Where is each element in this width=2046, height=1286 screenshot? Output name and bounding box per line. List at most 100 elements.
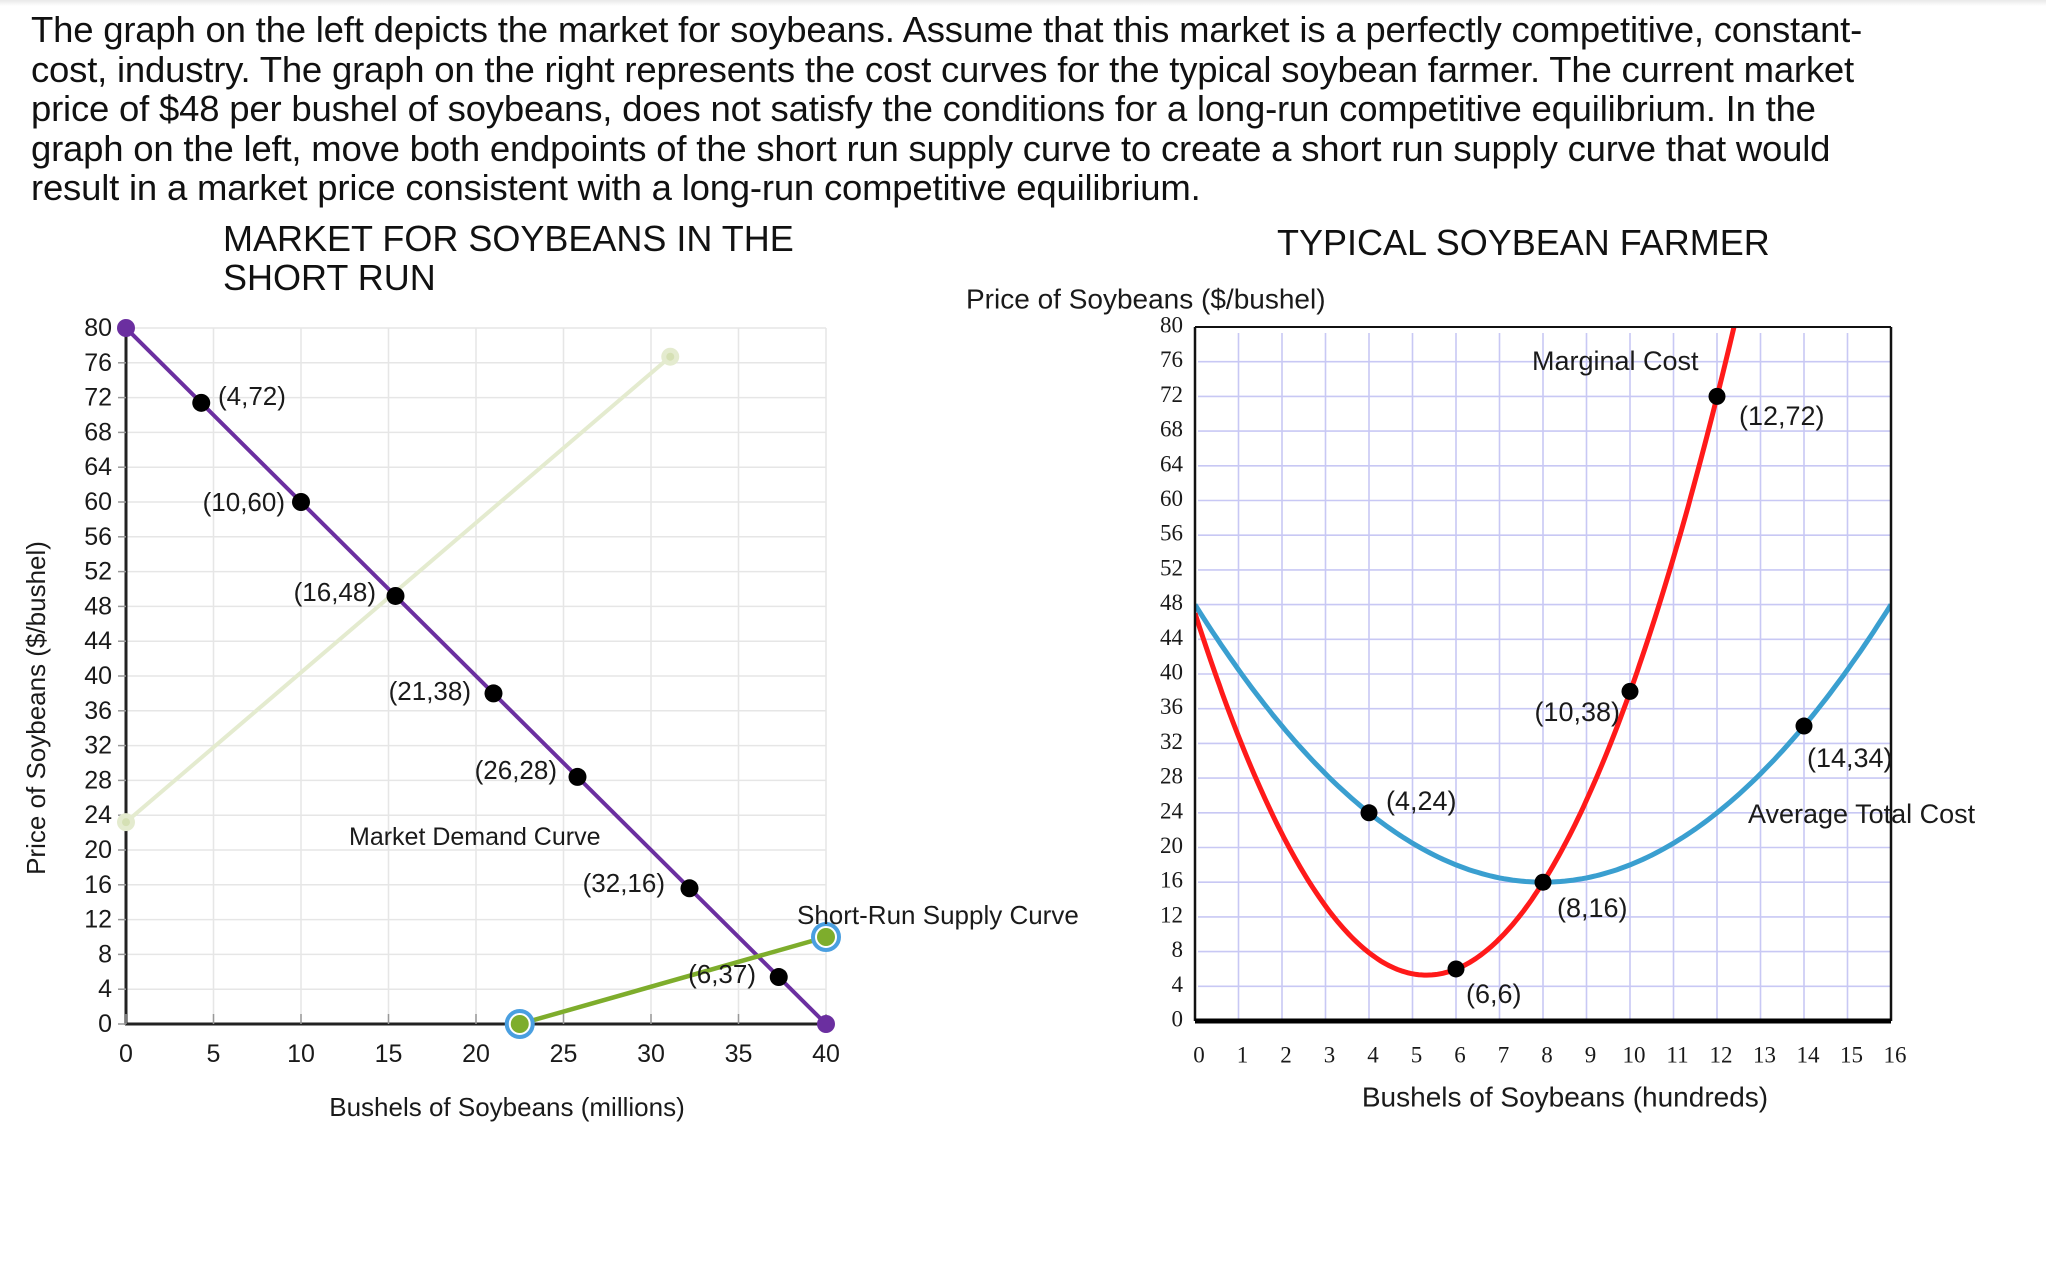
y-tick-label: 52 bbox=[1160, 555, 1183, 580]
demand-point bbox=[386, 586, 405, 605]
handle-dot-icon bbox=[510, 1015, 529, 1033]
y-tick-label: 40 bbox=[84, 662, 112, 690]
y-tick-label: 56 bbox=[84, 523, 112, 551]
x-tick-label: 8 bbox=[1541, 1043, 1553, 1068]
y-tick-label: 0 bbox=[98, 1010, 112, 1038]
demand-endpoint bbox=[817, 1015, 835, 1033]
point-label: (8,16) bbox=[1557, 893, 1628, 923]
x-tick-label: 15 bbox=[1840, 1043, 1863, 1068]
y-tick-label: 16 bbox=[1160, 868, 1183, 893]
y-tick-label: 4 bbox=[1172, 972, 1184, 997]
y-tick-label: 60 bbox=[1160, 486, 1183, 511]
farmer-chart: 0481216202428323640444852566064687276800… bbox=[966, 284, 1976, 1113]
handle-dot-icon bbox=[817, 928, 835, 946]
cost-point bbox=[1708, 387, 1726, 405]
y-tick-label: 72 bbox=[1160, 382, 1183, 407]
y-tick-label: 48 bbox=[84, 592, 112, 620]
y-tick-label: 32 bbox=[1160, 729, 1183, 754]
y-tick-label: 8 bbox=[98, 940, 112, 968]
y-tick-label: 76 bbox=[84, 349, 112, 377]
y-tick-label: 76 bbox=[1160, 347, 1183, 372]
demand-point bbox=[484, 684, 503, 703]
farmer-grid bbox=[1195, 327, 1891, 1021]
cost-point bbox=[1447, 960, 1465, 978]
y-tick-label: 40 bbox=[1160, 660, 1183, 685]
x-tick-label: 7 bbox=[1498, 1043, 1510, 1068]
market-y-axis-label: Price of Soybeans ($/bushel) bbox=[21, 541, 51, 875]
market-grid bbox=[126, 327, 827, 1024]
x-tick-label: 14 bbox=[1797, 1043, 1821, 1068]
demand-curve bbox=[124, 326, 828, 1026]
short-run-supply-curve[interactable] bbox=[519, 934, 827, 1027]
y-tick-label: 64 bbox=[1160, 451, 1184, 476]
demand-point bbox=[680, 879, 699, 898]
farmer-tick-labels: 0481216202428323640444852566064687276800… bbox=[1160, 313, 1907, 1068]
farmer-axes bbox=[1193, 326, 1893, 1024]
market-x-axis-label: Bushels of Soybeans (millions) bbox=[329, 1092, 685, 1122]
x-tick-label: 15 bbox=[375, 1040, 403, 1068]
y-tick-label: 24 bbox=[1160, 798, 1184, 823]
demand-point bbox=[769, 968, 788, 987]
y-tick-label: 8 bbox=[1172, 937, 1184, 962]
x-tick-label: 25 bbox=[550, 1040, 578, 1068]
x-tick-label: 1 bbox=[1237, 1043, 1249, 1068]
point-label: (26,28) bbox=[475, 755, 557, 785]
point-label: (4,72) bbox=[218, 381, 286, 411]
demand-point bbox=[292, 493, 310, 511]
market-chart-title: MARKET FOR SOYBEANS IN THE SHORT RUN bbox=[223, 219, 923, 297]
x-tick-label: 0 bbox=[119, 1040, 133, 1068]
x-tick-label: 20 bbox=[462, 1040, 490, 1068]
y-tick-label: 56 bbox=[1160, 521, 1183, 546]
x-tick-label: 10 bbox=[287, 1040, 315, 1068]
farmer-chart-title: TYPICAL SOYBEAN FARMER bbox=[1277, 222, 1770, 263]
y-tick-label: 44 bbox=[1160, 625, 1184, 650]
market-tick-labels: 0481216202428323640444852566064687276800… bbox=[84, 314, 840, 1068]
x-tick-label: 3 bbox=[1324, 1043, 1336, 1068]
y-tick-label: 4 bbox=[98, 975, 112, 1003]
y-tick-label: 48 bbox=[1160, 590, 1183, 615]
cost-point bbox=[1534, 873, 1552, 891]
question-text: The graph on the left depicts the market… bbox=[31, 10, 2021, 208]
y-tick-label: 44 bbox=[84, 627, 112, 655]
x-tick-label: 2 bbox=[1280, 1043, 1292, 1068]
demand-curve-label: Market Demand Curve bbox=[349, 823, 600, 851]
y-tick-label: 12 bbox=[84, 906, 112, 934]
farmer-annotations: (6,6) (8,16) (10,38) (12,72) Marginal Cost (4… bbox=[1360, 346, 1976, 1009]
y-tick-label: 24 bbox=[84, 801, 112, 829]
x-tick-label: 16 bbox=[1884, 1043, 1907, 1068]
x-tick-label: 10 bbox=[1623, 1043, 1646, 1068]
point-label: (16,48) bbox=[294, 577, 376, 607]
question-line: cost, industry. The graph on the right r… bbox=[31, 48, 1854, 90]
x-tick-label: 5 bbox=[1411, 1043, 1423, 1068]
point-label: (21,38) bbox=[389, 676, 471, 706]
x-tick-label: 40 bbox=[812, 1040, 840, 1068]
point-label: (32,16) bbox=[583, 868, 665, 898]
y-tick-label: 52 bbox=[84, 558, 112, 586]
farmer-x-axis-label: Bushels of Soybeans (hundreds) bbox=[1362, 1082, 1768, 1113]
market-series bbox=[117, 319, 841, 1039]
cost-point bbox=[1795, 717, 1813, 735]
supply-curve-label: Short-Run Supply Curve bbox=[797, 900, 1079, 930]
y-tick-label: 28 bbox=[1160, 764, 1183, 789]
y-tick-label: 0 bbox=[1172, 1007, 1184, 1032]
supply-upper-endpoint-handle[interactable] bbox=[811, 922, 841, 952]
x-tick-label: 0 bbox=[1193, 1043, 1205, 1068]
market-annotations: (4,72) (10,60) (16,48) (21,38) (26,28) (32,16… bbox=[203, 381, 1079, 989]
demand-endpoint bbox=[117, 319, 135, 337]
point-label: (12,72) bbox=[1739, 401, 1825, 431]
x-tick-label: 4 bbox=[1367, 1043, 1379, 1068]
point-label: (4,24) bbox=[1386, 786, 1457, 816]
x-tick-label: 30 bbox=[637, 1040, 665, 1068]
y-tick-label: 68 bbox=[1160, 417, 1183, 442]
point-label: (6,6) bbox=[1466, 979, 1522, 1009]
y-tick-label: 20 bbox=[1160, 833, 1183, 858]
question-line: price of $48 per bushel of soybeans, doe… bbox=[31, 88, 1816, 129]
x-tick-label: 5 bbox=[207, 1040, 221, 1068]
supply-lower-endpoint-handle[interactable] bbox=[504, 1009, 535, 1039]
x-tick-label: 35 bbox=[725, 1040, 753, 1068]
cost-point bbox=[1621, 682, 1639, 700]
y-tick-label: 28 bbox=[84, 766, 112, 794]
curve-label: Average Total Cost bbox=[1748, 799, 1976, 829]
farmer-y-axis-label: Price of Soybeans ($/bushel) bbox=[966, 284, 1326, 315]
